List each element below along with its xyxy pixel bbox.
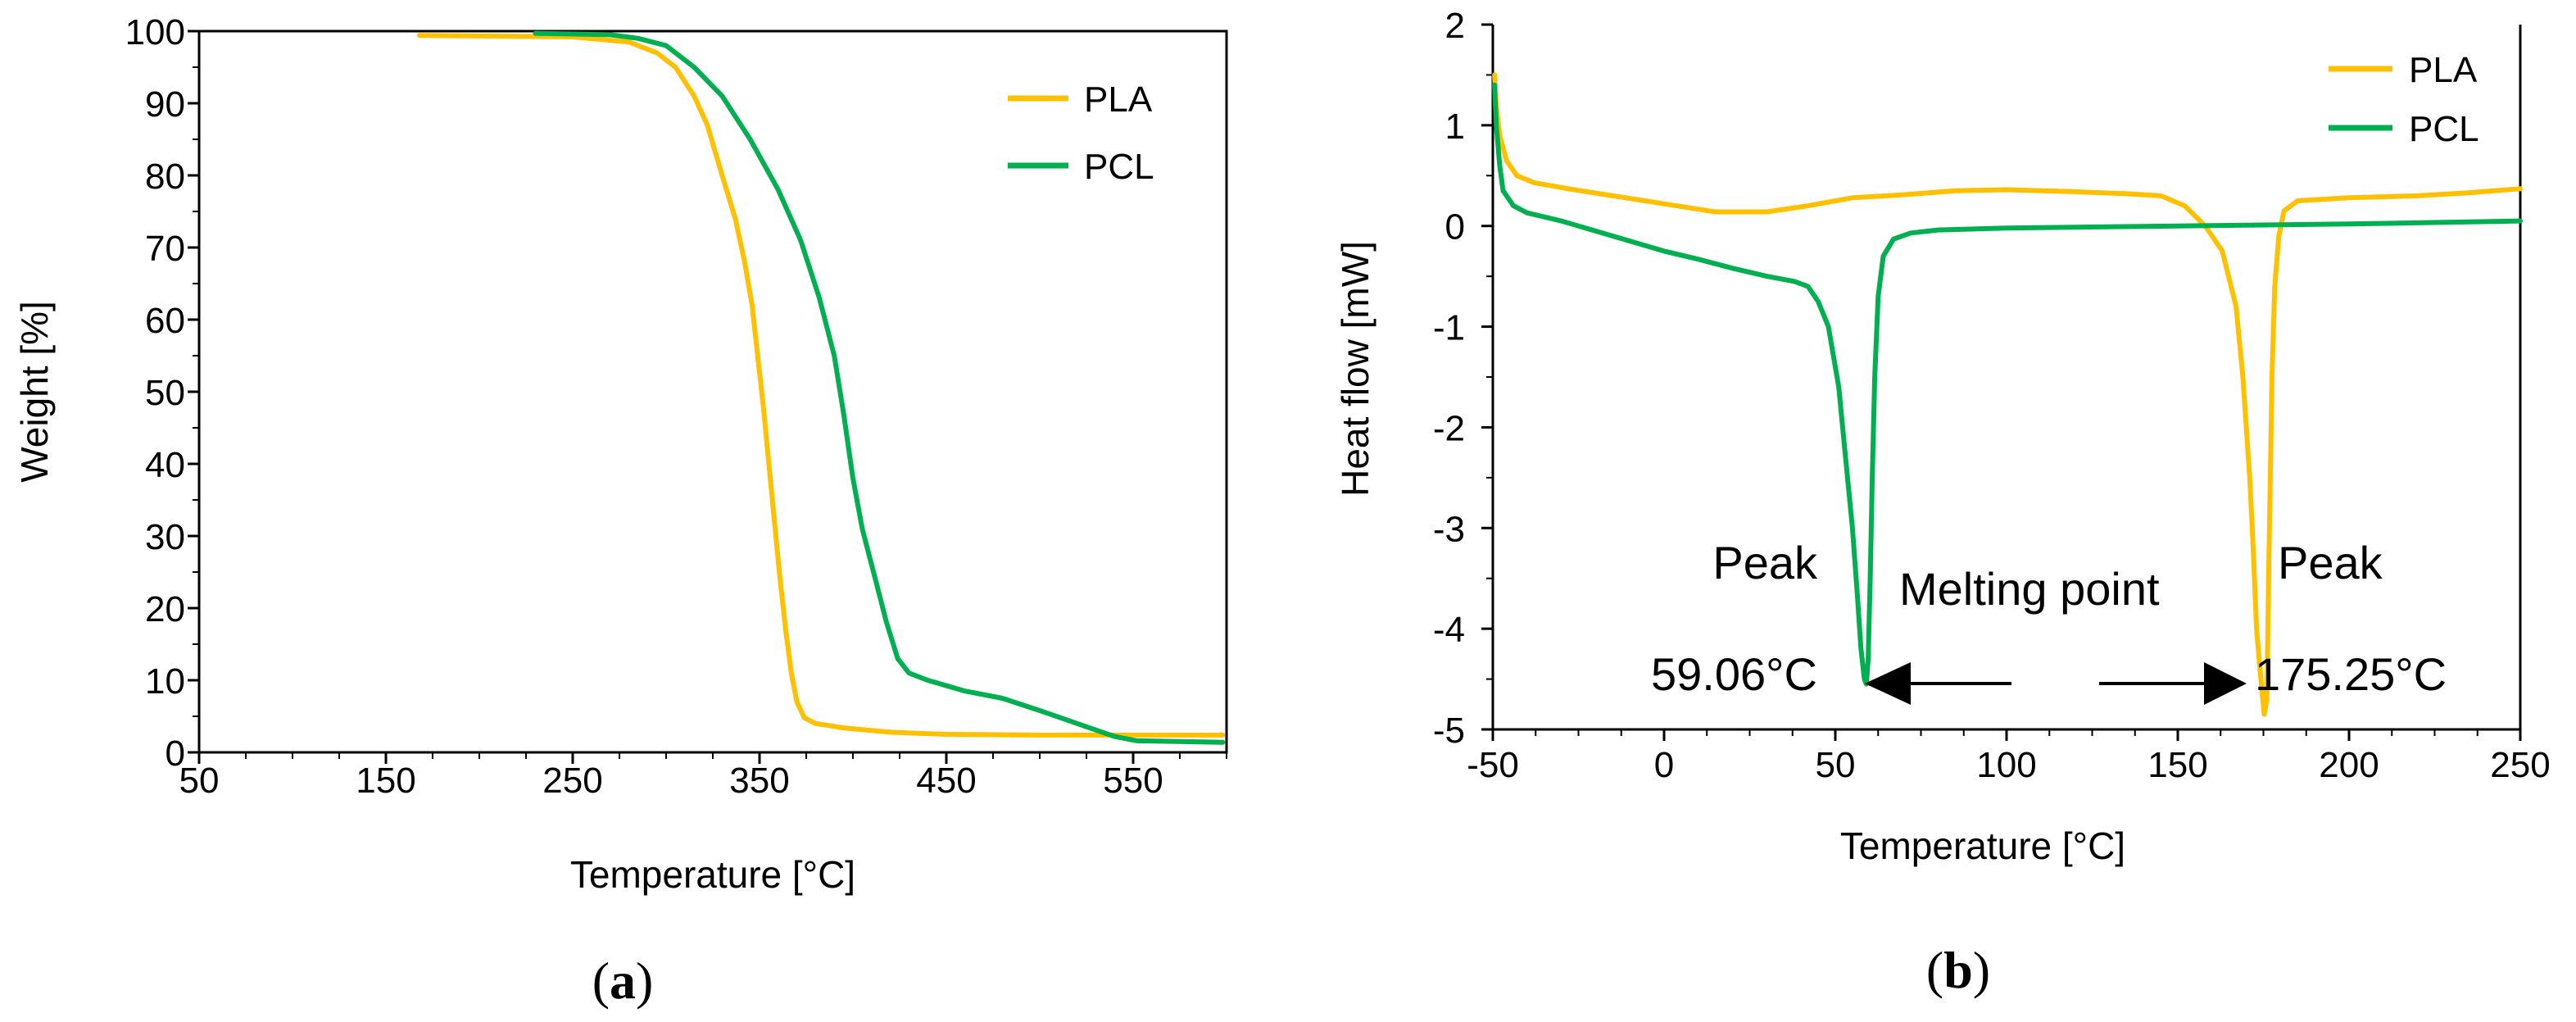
panel-a-legend: PLA PCL bbox=[1008, 79, 1154, 187]
panel-b-x-tick-label: 0 bbox=[1654, 745, 1674, 785]
panel-a-minor-ticks bbox=[193, 66, 1227, 759]
panel-b-y-tick-label: 1 bbox=[1445, 107, 1465, 147]
panel-a-x-tick-label: 350 bbox=[729, 761, 789, 801]
panel-b-legend-label-pcl: PCL bbox=[2409, 109, 2479, 149]
panel-b-x-tick-label: 200 bbox=[2319, 745, 2379, 785]
annotation-peak-left: Peak bbox=[1712, 537, 1818, 588]
panel-a-label-letter: a bbox=[610, 952, 636, 1010]
panel-a-x-tick-label: 250 bbox=[542, 761, 602, 801]
panel-b-legend-label-pla: PLA bbox=[2409, 50, 2478, 90]
panel-a-x-tick-label: 550 bbox=[1103, 761, 1163, 801]
panel-a-label: (a) bbox=[592, 952, 654, 1010]
panel-b-y-tick-label: -4 bbox=[1433, 610, 1465, 650]
panel-b-y-tick-label: 2 bbox=[1445, 6, 1465, 46]
panel-a-legend-label-pcl: PCL bbox=[1084, 147, 1154, 187]
panel-b-y-tick-label: -3 bbox=[1433, 509, 1465, 549]
panel-b-x-tick-label: 100 bbox=[1976, 745, 2036, 785]
panel-b-x-ticks: -50 0 50 100 150 200 250 bbox=[1467, 729, 2551, 785]
panel-a-y-tick-label: 90 bbox=[145, 84, 185, 125]
panel-a-y-ticks: 0 10 20 30 40 50 60 70 80 90 100 bbox=[125, 12, 199, 774]
panel-b-y-tick-label: -2 bbox=[1433, 408, 1465, 448]
panel-b-x-tick-label: 150 bbox=[2147, 745, 2207, 785]
annotation-arrow-left-head bbox=[1865, 662, 1911, 705]
panel-a-label-close: ) bbox=[636, 952, 653, 1010]
annotation-melting-point: Melting point bbox=[1899, 563, 2160, 615]
annotation-peak-left-temp: 59.06°C bbox=[1651, 648, 1817, 700]
panel-b-label-open: ( bbox=[1926, 941, 1943, 999]
panel-b-x-tick-label: -50 bbox=[1467, 745, 1519, 785]
panel-a-x-axis-title: Temperature [°C] bbox=[570, 853, 855, 896]
annotation-peak-right: Peak bbox=[2278, 537, 2383, 588]
panel-a-y-tick-label: 100 bbox=[125, 12, 185, 52]
panel-a-y-tick-label: 50 bbox=[145, 373, 185, 413]
panel-b-label-letter: b bbox=[1943, 941, 1973, 999]
panel-a-legend-label-pla: PLA bbox=[1084, 79, 1153, 120]
panel-a-x-tick-label: 450 bbox=[916, 761, 976, 801]
annotation-peak-right-temp: 175.25°C bbox=[2255, 648, 2447, 700]
panel-a-y-axis-title: Weight [%] bbox=[13, 301, 56, 483]
panel-a-series bbox=[417, 30, 1226, 745]
panel-a-y-tick-label: 30 bbox=[145, 517, 185, 557]
panel-b-x-axis-title: Temperature [°C] bbox=[1840, 824, 2125, 867]
panel-b-legend: PLA PCL bbox=[2329, 50, 2479, 149]
panel-a-y-tick-label: 70 bbox=[145, 229, 185, 269]
panel-a-x-ticks: 50 150 250 350 450 550 bbox=[179, 752, 1163, 801]
panel-a-series-pla-line bbox=[417, 33, 1226, 738]
panel-b-y-tick-label: 0 bbox=[1445, 207, 1465, 248]
panel-b-label-close: ) bbox=[1973, 941, 1990, 999]
panel-a-y-tick-label: 10 bbox=[145, 661, 185, 702]
panel-b-y-axis-title: Heat flow [mW] bbox=[1334, 241, 1376, 497]
panel-b-y-ticks: -5 -4 -3 -2 -1 0 1 2 bbox=[1433, 6, 1493, 751]
annotation-arrow-right-head bbox=[2204, 662, 2247, 705]
panel-a-y-tick-label: 80 bbox=[145, 157, 185, 197]
panel-b-y-tick-label: -1 bbox=[1433, 308, 1465, 348]
panel-a-series-pcl-line bbox=[533, 30, 1226, 745]
panel-a-chart: 50 150 250 350 450 550 0 10 20 30 40 50 60 70 80 90 100… bbox=[13, 12, 1228, 1010]
panel-a-y-tick-label: 20 bbox=[145, 589, 185, 629]
panel-b-y-tick-label: -5 bbox=[1433, 711, 1465, 751]
panel-a-y-tick-label: 60 bbox=[145, 301, 185, 341]
panel-a-label-open: ( bbox=[592, 952, 610, 1010]
annotation-arrow-left bbox=[1865, 662, 2011, 705]
panel-a-x-tick-label: 50 bbox=[179, 761, 220, 801]
panel-b-minor-ticks bbox=[1486, 74, 2478, 736]
panel-b-series bbox=[1492, 72, 2523, 717]
panel-b-series-pla-line bbox=[1492, 72, 2523, 717]
panel-b-label: (b) bbox=[1926, 941, 1990, 999]
panel-a-x-tick-label: 150 bbox=[356, 761, 415, 801]
panel-b-chart: -50 0 50 100 150 200 250 -5 -4 -3 -2 -1 0 1 2 Tempera… bbox=[1334, 6, 2551, 999]
panel-b-series-pcl-line bbox=[1492, 82, 2523, 687]
panel-a-y-tick-label: 0 bbox=[166, 734, 185, 774]
panel-b-x-tick-label: 50 bbox=[1816, 745, 1856, 785]
panel-a-y-tick-label: 40 bbox=[145, 445, 185, 485]
panel-b-x-tick-label: 250 bbox=[2490, 745, 2550, 785]
annotation-arrow-right bbox=[2099, 662, 2247, 705]
